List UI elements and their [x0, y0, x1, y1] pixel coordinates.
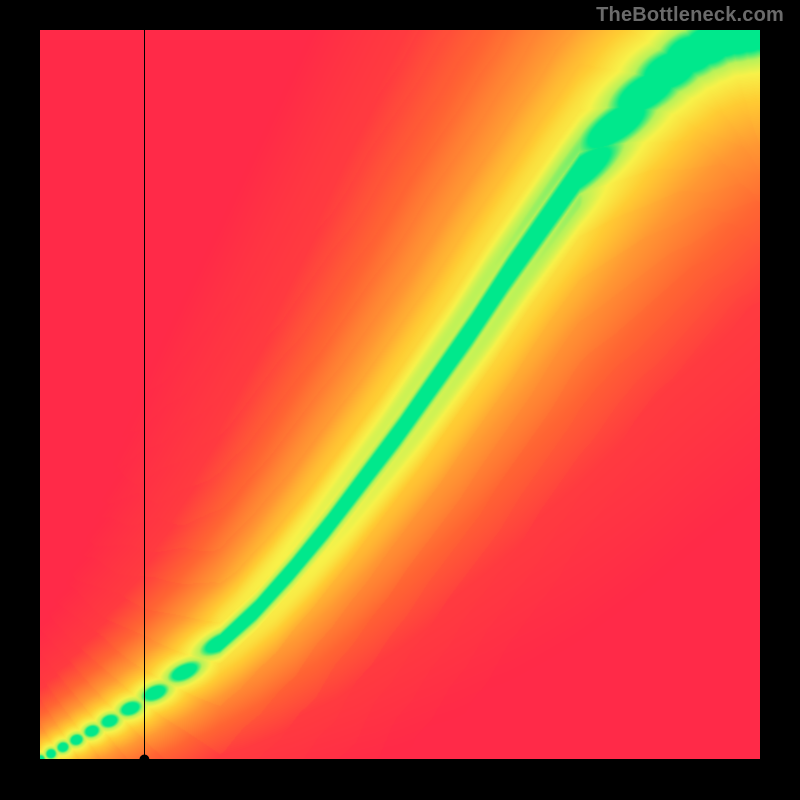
plot-area: [40, 30, 760, 760]
watermark-text: TheBottleneck.com: [596, 4, 784, 27]
heatmap-canvas: [40, 30, 760, 760]
